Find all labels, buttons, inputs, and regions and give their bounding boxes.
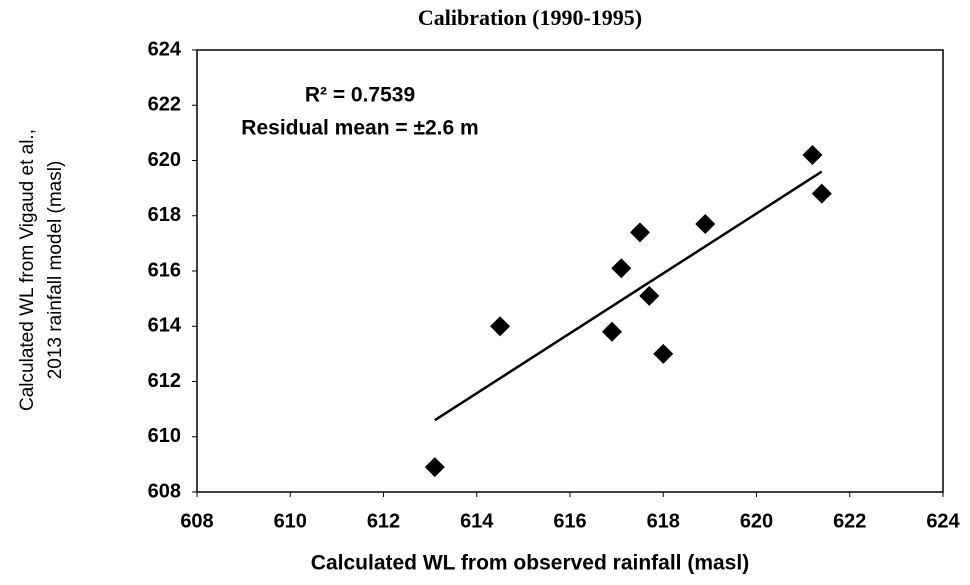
y-tick-label: 608: [148, 480, 181, 502]
point: [695, 214, 716, 235]
annotation: Residual mean = ±2.6 m: [241, 117, 478, 140]
y-tick-label: 618: [148, 204, 181, 226]
y-axis-label: 2013 rainfall model (masl): [45, 161, 66, 380]
point: [611, 258, 632, 279]
x-tick-label: 612: [367, 510, 400, 532]
point: [653, 343, 674, 364]
chart-title: Calibration (1990-1995): [418, 5, 642, 30]
y-tick-label: 624: [148, 38, 182, 60]
point: [424, 457, 445, 478]
annotation: R² = 0.7539: [305, 84, 415, 107]
y-tick-label: 612: [148, 370, 181, 392]
x-tick-label: 622: [833, 510, 866, 532]
point: [490, 316, 511, 337]
x-axis-label: Calculated WL from observed rainfall (ma…: [311, 552, 749, 575]
point: [802, 144, 823, 165]
x-tick-label: 610: [274, 510, 307, 532]
x-tick-label: 614: [460, 510, 494, 532]
point: [629, 222, 650, 243]
y-tick-label: 610: [148, 425, 181, 447]
y-tick-label: 616: [148, 259, 181, 281]
x-tick-label: 616: [553, 510, 586, 532]
y-axis-label: Calculated WL from Vigaud et al.,: [17, 129, 38, 411]
x-tick-label: 624: [926, 510, 960, 532]
x-tick-label: 608: [180, 510, 213, 532]
x-tick-label: 618: [647, 510, 680, 532]
y-tick-label: 622: [148, 94, 181, 116]
point: [639, 285, 660, 306]
point: [601, 321, 622, 342]
y-tick-label: 620: [148, 149, 181, 171]
x-tick-label: 620: [740, 510, 773, 532]
trendline: [434, 170, 823, 422]
y-tick-label: 614: [148, 315, 182, 337]
point: [811, 183, 832, 204]
